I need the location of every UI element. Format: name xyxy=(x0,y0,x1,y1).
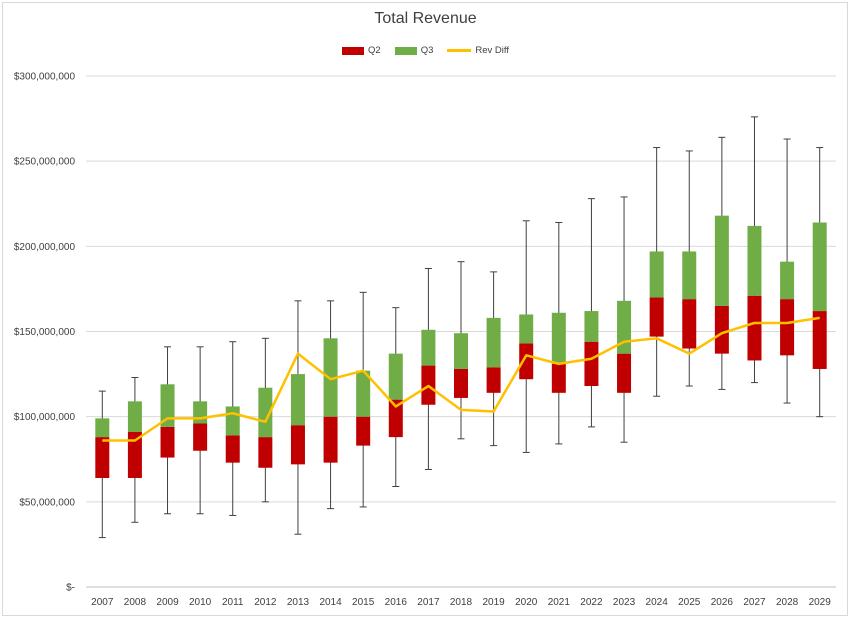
q2-bar xyxy=(780,299,795,356)
x-tick-label: 2020 xyxy=(515,597,538,608)
legend-label-rev-diff: Rev Diff xyxy=(475,45,509,56)
x-tick-label: 2018 xyxy=(450,597,473,608)
q2-bar xyxy=(290,425,305,465)
x-tick-label: 2019 xyxy=(482,597,505,608)
legend-item-q2: Q2 xyxy=(342,45,381,56)
x-tick-label: 2011 xyxy=(222,597,244,608)
y-tick-label: $50,000,000 xyxy=(19,497,75,508)
q2-bar xyxy=(812,311,827,369)
q3-bar xyxy=(519,314,534,344)
q3-bar xyxy=(714,215,729,306)
q2-bar xyxy=(323,416,338,463)
legend-item-rev-diff: Rev Diff xyxy=(447,45,509,56)
q3-bar xyxy=(290,374,305,426)
x-tick-label: 2022 xyxy=(580,597,603,608)
x-tick-label: 2028 xyxy=(776,597,799,608)
legend-swatch-q3 xyxy=(394,46,417,55)
q2-bar xyxy=(258,437,273,468)
q2-bar xyxy=(551,363,566,393)
x-tick-label: 2029 xyxy=(809,597,832,608)
chart-title: Total Revenue xyxy=(374,10,477,27)
q3-bar xyxy=(356,370,371,417)
q2-bar xyxy=(714,305,729,354)
q2-bar xyxy=(617,353,632,393)
q3-bar xyxy=(258,387,273,438)
x-tick-label: 2026 xyxy=(711,597,734,608)
q3-bar xyxy=(225,406,240,436)
q3-bar xyxy=(160,384,175,427)
x-tick-label: 2017 xyxy=(417,597,440,608)
x-tick-label: 2015 xyxy=(352,597,375,608)
q2-bar xyxy=(747,295,762,361)
rev-diff-line xyxy=(102,316,820,442)
legend-label-q3: Q3 xyxy=(420,45,434,56)
q2-bar xyxy=(388,399,403,438)
q3-bar xyxy=(780,261,795,300)
q3-bar xyxy=(127,401,142,432)
x-tick-label: 2016 xyxy=(385,597,408,608)
q2-bar xyxy=(193,423,208,451)
x-tick-label: 2024 xyxy=(646,597,669,608)
q2-bar xyxy=(95,437,110,478)
q2-bar xyxy=(584,341,599,387)
q3-bar xyxy=(617,300,632,354)
q3-bar xyxy=(486,317,501,368)
x-tick-label: 2014 xyxy=(319,597,342,608)
y-tick-label: $- xyxy=(66,583,75,594)
q3-bar xyxy=(193,401,208,424)
q2-bar xyxy=(160,426,175,458)
y-tick-label: $200,000,000 xyxy=(14,242,76,253)
q3-bar xyxy=(682,251,697,300)
q3-bar xyxy=(95,418,110,438)
legend-swatch-q2 xyxy=(342,46,364,55)
q2-bar xyxy=(682,299,697,349)
q2-bar xyxy=(356,416,371,446)
x-tick-label: 2009 xyxy=(156,597,179,608)
x-tick-label: 2023 xyxy=(613,597,636,608)
q3-bar xyxy=(454,333,468,369)
q3-bar xyxy=(421,329,436,366)
x-tick-label: 2010 xyxy=(189,597,212,608)
legend-label-q2: Q2 xyxy=(368,45,381,56)
q3-bar xyxy=(584,311,599,342)
legend-swatch-rev-diff xyxy=(447,49,472,52)
x-tick-label: 2012 xyxy=(254,597,277,608)
q2-bar xyxy=(225,435,240,463)
q3-bar xyxy=(812,222,827,312)
q3-bar xyxy=(747,225,762,296)
x-tick-label: 2021 xyxy=(548,597,571,608)
x-tick-label: 2007 xyxy=(91,597,114,608)
legend-item-q3: Q3 xyxy=(394,45,434,56)
x-tick-label: 2008 xyxy=(124,597,147,608)
q3-bar xyxy=(551,312,566,364)
q2-bar xyxy=(649,297,664,337)
q2-bar xyxy=(127,431,142,478)
y-tick-label: $100,000,000 xyxy=(14,412,76,423)
q3-bar xyxy=(388,353,403,400)
q3-bar xyxy=(323,338,338,417)
y-tick-label: $300,000,000 xyxy=(14,72,76,83)
y-tick-label: $150,000,000 xyxy=(14,327,76,338)
chart-legend: Q2 Q3 Rev Diff xyxy=(0,45,851,56)
x-tick-label: 2027 xyxy=(743,597,766,608)
q2-bar xyxy=(519,343,534,380)
x-tick-label: 2025 xyxy=(678,597,701,608)
q3-bar xyxy=(649,251,664,298)
x-tick-label: 2013 xyxy=(287,597,310,608)
y-tick-label: $250,000,000 xyxy=(14,157,76,168)
q2-bar xyxy=(486,367,501,393)
q2-bar xyxy=(454,368,468,398)
